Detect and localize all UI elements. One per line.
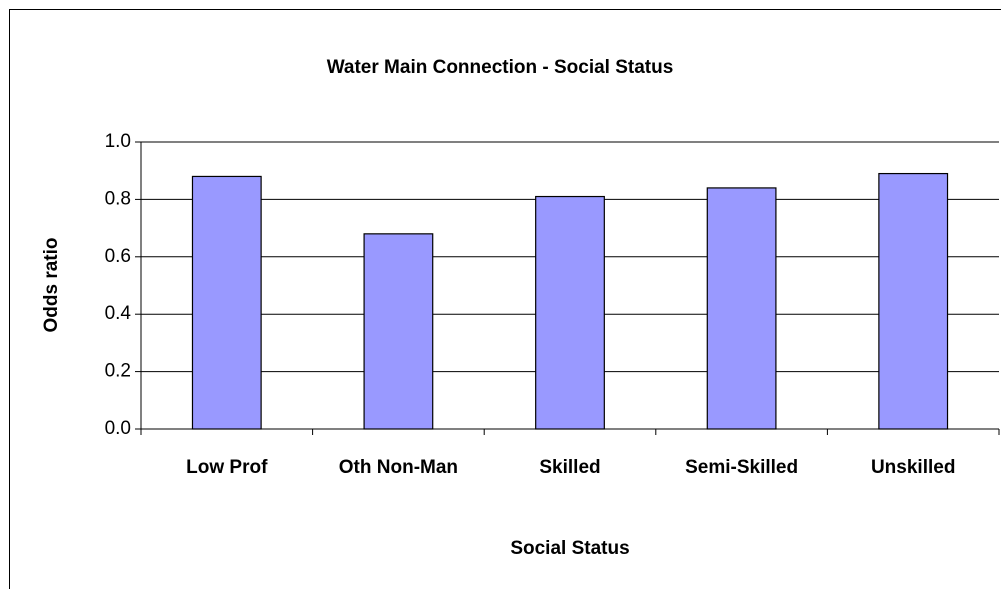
chart-frame <box>9 9 1001 589</box>
y-tick-label: 0.6 <box>105 246 131 267</box>
x-tick-label: Low Prof <box>186 457 268 478</box>
y-axis-label: Odds ratio <box>41 237 62 332</box>
bar <box>191 175 262 430</box>
x-tick-label: Skilled <box>539 457 600 478</box>
y-tick-label: 0.8 <box>105 188 131 209</box>
chart-title: Water Main Connection - Social Status <box>327 57 674 78</box>
x-axis-label: Social Status <box>510 538 629 559</box>
x-tick-label: Unskilled <box>871 457 955 478</box>
bar <box>706 187 777 430</box>
x-tick-label: Semi-Skilled <box>685 457 798 478</box>
bar <box>363 233 434 430</box>
bar <box>535 195 605 430</box>
y-tick-label: 1.0 <box>105 131 131 152</box>
y-tick-label: 0.0 <box>105 418 131 439</box>
bar <box>878 172 949 430</box>
y-tick-label: 0.4 <box>105 303 132 324</box>
x-tick-label: Oth Non-Man <box>339 457 458 478</box>
y-tick-label: 0.2 <box>105 361 131 382</box>
